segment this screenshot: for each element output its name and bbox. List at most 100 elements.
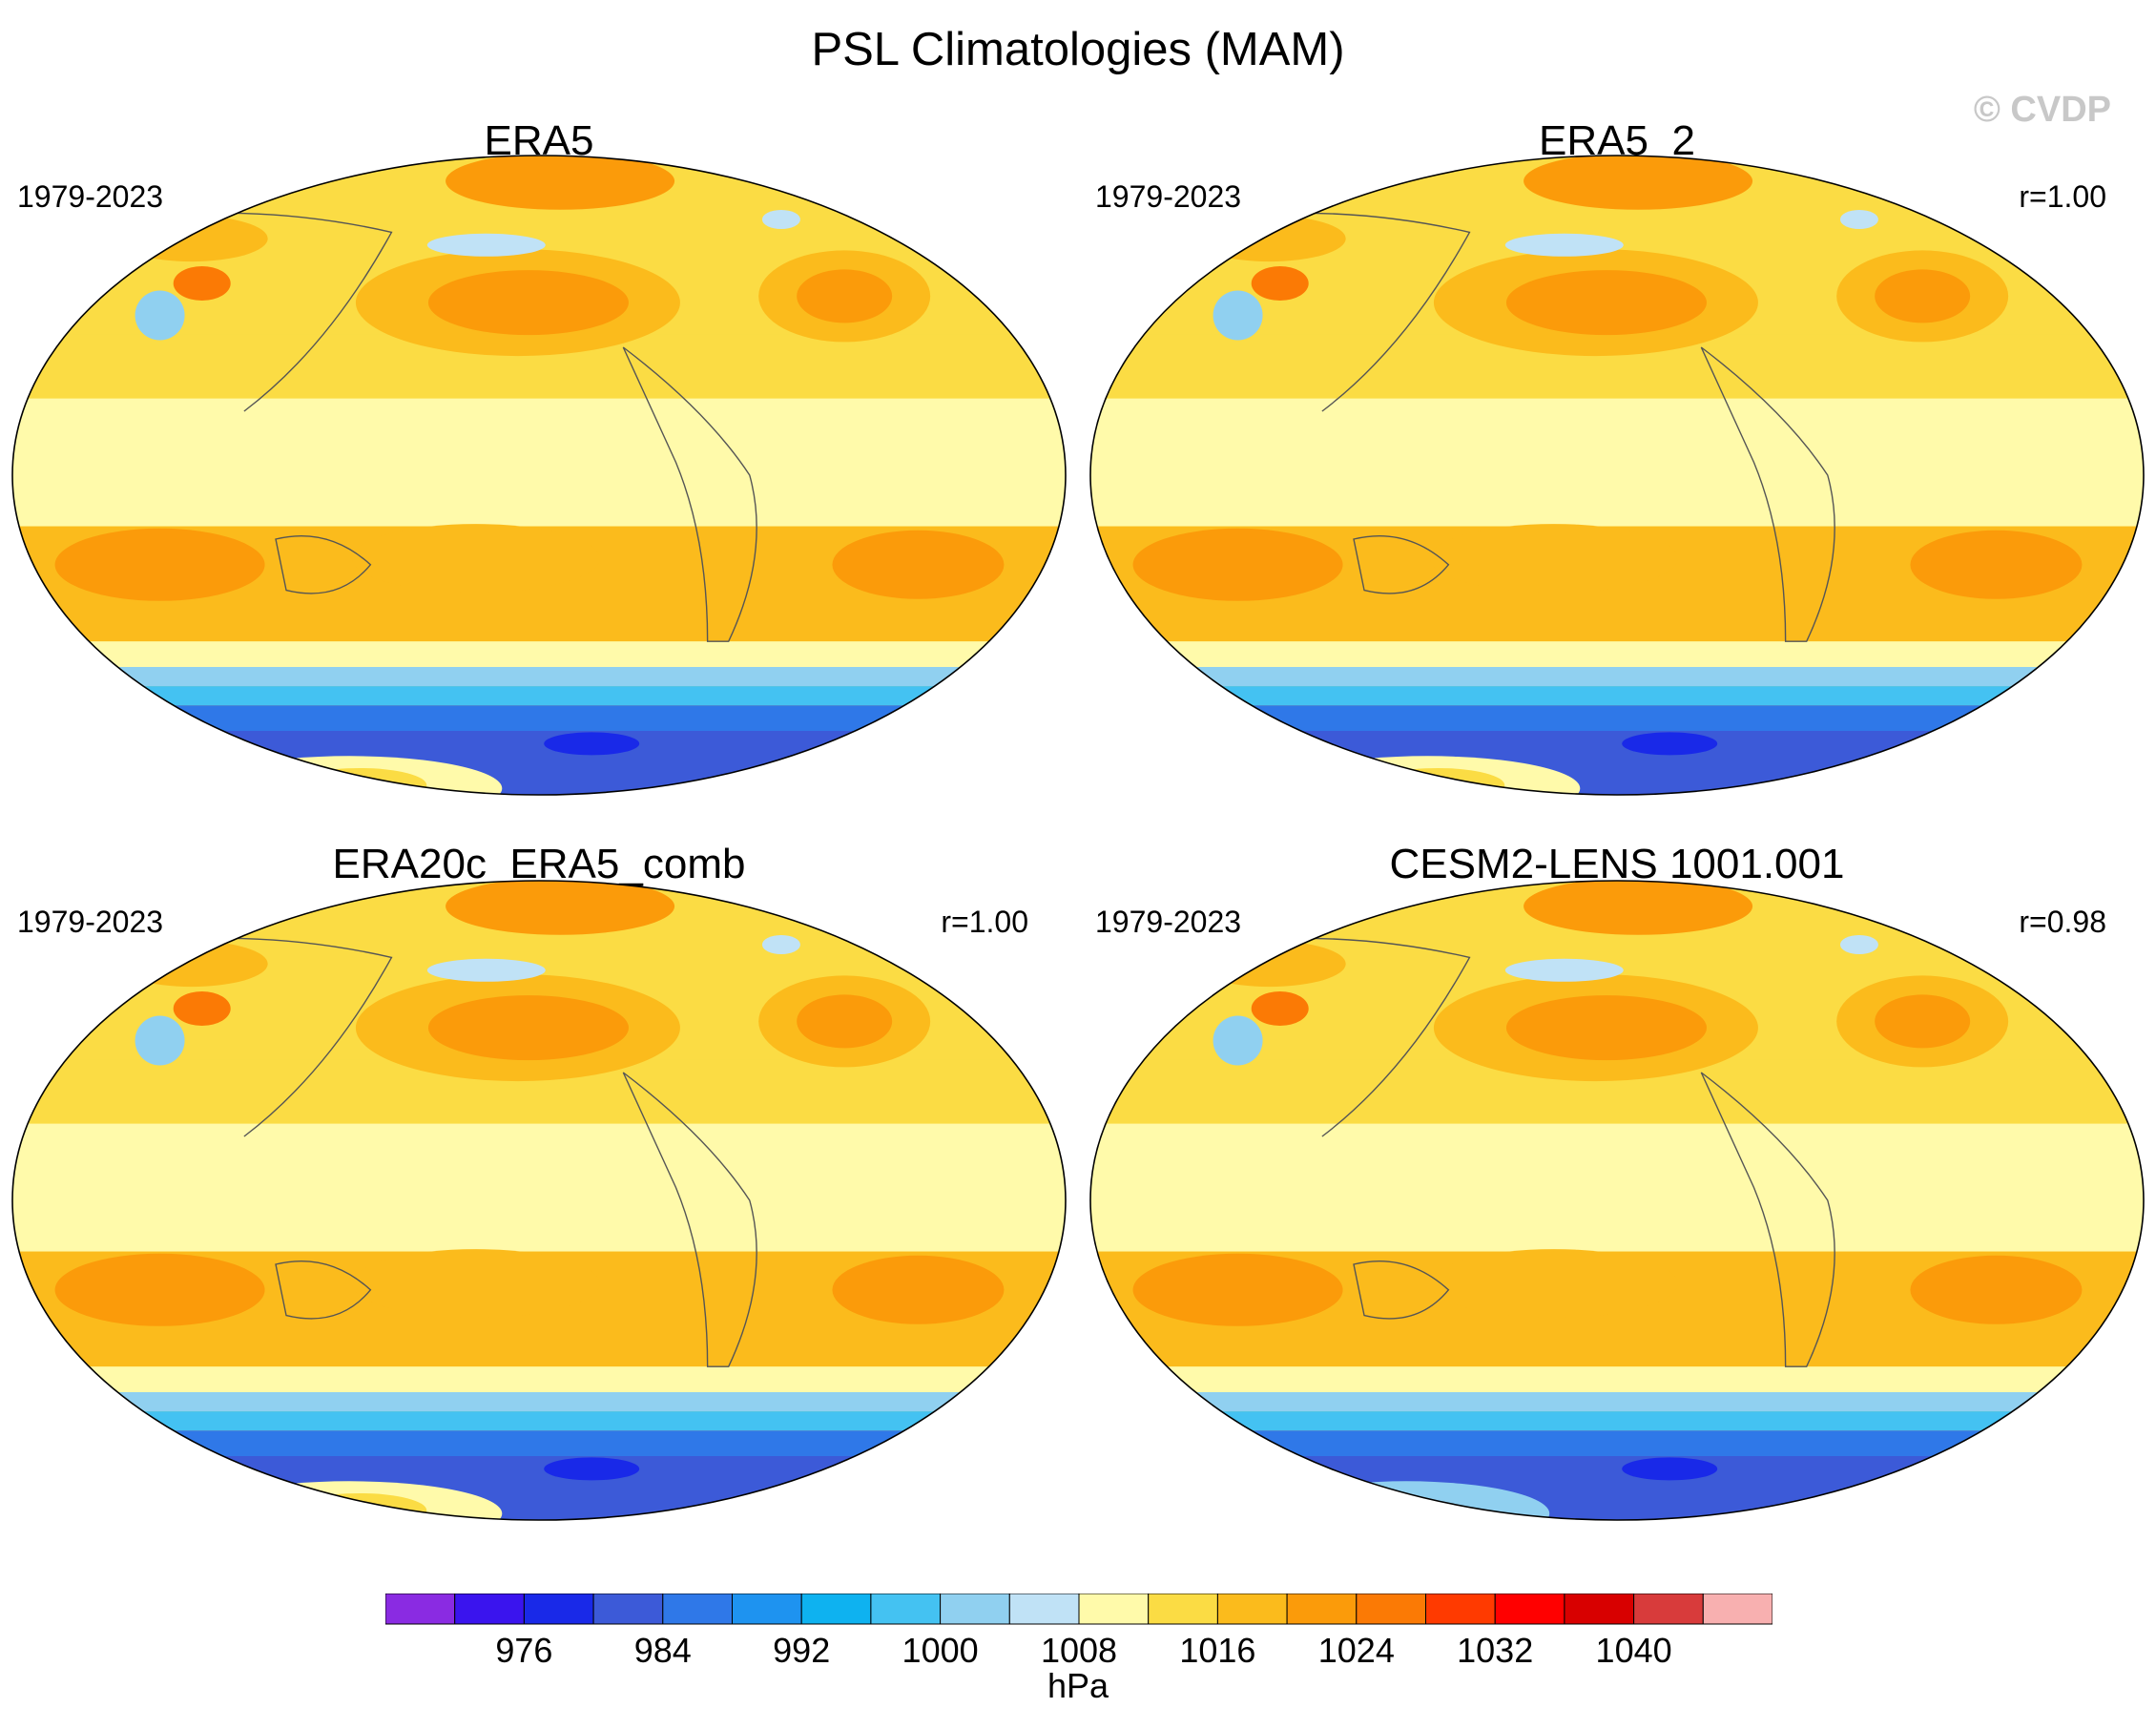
panel-title: CESM2-LENS 1001.001 xyxy=(1389,841,1845,887)
colorbar-swatch xyxy=(384,1593,456,1625)
southern-light-blue xyxy=(1090,1411,2144,1431)
southern-ice-band xyxy=(12,667,1066,687)
colorbar-units: hPa xyxy=(1047,1666,1109,1705)
antarctica xyxy=(1275,756,1581,795)
colorbar-swatch xyxy=(1633,1593,1704,1625)
amundsen-low xyxy=(544,1457,640,1481)
colorbar-swatch xyxy=(454,1593,525,1625)
tropical-band xyxy=(1090,1123,2144,1252)
colorbar-swatch xyxy=(1494,1593,1565,1625)
figure-title: PSL Climatologies (MAM) xyxy=(811,24,1345,75)
south-atlantic-high xyxy=(832,1255,1005,1324)
indian-low xyxy=(1213,1015,1263,1066)
siberian-high xyxy=(1192,941,1346,988)
indian-ocean-high xyxy=(54,1253,265,1326)
panel-title: ERA20c_ERA5_comb xyxy=(332,841,746,887)
indian-ocean-high xyxy=(1132,528,1343,601)
map-panel-era5: ERA5 1979-2023 xyxy=(0,113,1078,838)
map-panel-era5-2: ERA5_2 1979-2023 r=1.00 xyxy=(1078,113,2156,838)
colorbar-swatch xyxy=(940,1593,1010,1625)
tropical-band xyxy=(1090,398,2144,527)
indian-ocean-high xyxy=(54,528,265,601)
colorbar: 976 984 992 1000 1008 1016 1024 1032 1040 xyxy=(384,1593,1773,1727)
north-pacific-high xyxy=(427,270,629,336)
panel-years: 1979-2023 xyxy=(1095,179,1242,214)
southern-deep-blue xyxy=(12,1456,1066,1520)
tibetan-plateau xyxy=(1251,266,1309,301)
coastline xyxy=(622,346,757,642)
icelandic-low xyxy=(1839,210,1878,229)
map-field xyxy=(12,156,1066,795)
southern-ice-band xyxy=(1090,1392,2144,1412)
coastline xyxy=(1353,1260,1450,1320)
arctic-high xyxy=(446,156,675,210)
arctic-high xyxy=(446,881,675,935)
colorbar-swatch xyxy=(800,1593,872,1625)
indian-low xyxy=(1213,290,1263,341)
south-pacific-high xyxy=(351,524,600,594)
siberian-high xyxy=(1192,216,1346,262)
colorbar-swatch xyxy=(1425,1593,1496,1625)
aleutian-low xyxy=(1504,958,1624,982)
colorbar-swatch xyxy=(523,1593,594,1625)
colorbar-tick-label: 1032 xyxy=(1457,1631,1533,1670)
southern-transition xyxy=(12,1366,1066,1392)
colorbar-tick-label: 1008 xyxy=(1041,1631,1117,1670)
map-field xyxy=(12,881,1066,1520)
colorbar-swatch xyxy=(1148,1593,1218,1625)
southern-light-blue xyxy=(1090,686,2144,706)
southern-ice-band xyxy=(12,1392,1066,1412)
north-pacific-high xyxy=(1505,995,1707,1061)
colorbar-swatch xyxy=(662,1593,733,1625)
coastline xyxy=(1353,534,1450,594)
south-pacific-high xyxy=(351,1249,600,1319)
colorbar-tick-label: 1024 xyxy=(1318,1631,1395,1670)
southern-mid-blue xyxy=(1090,1430,2144,1456)
colorbar-swatch xyxy=(732,1593,802,1625)
colorbar-svg: 976 984 992 1000 1008 1016 1024 1032 1040 xyxy=(384,1593,1773,1670)
antarctica xyxy=(197,756,503,795)
southern-transition xyxy=(1090,1366,2144,1392)
map-panel-cesm2-lens: CESM2-LENS 1001.001 1979-2023 r=0.98 xyxy=(1078,838,2156,1563)
azores-high xyxy=(1875,994,1971,1049)
south-atlantic-high xyxy=(832,530,1005,599)
colorbar-tick-label: 976 xyxy=(495,1631,552,1670)
colorbar-swatch xyxy=(1216,1593,1288,1625)
southern-mid-blue xyxy=(12,1430,1066,1456)
icelandic-low xyxy=(761,210,800,229)
indian-low xyxy=(135,290,185,341)
southern-mid-blue xyxy=(12,705,1066,731)
psl-map xyxy=(1089,155,2145,796)
coastline xyxy=(622,1072,757,1367)
colorbar-swatch xyxy=(1286,1593,1358,1625)
colorbar-swatch xyxy=(1564,1593,1635,1625)
pattern-correlation: r=1.00 xyxy=(941,905,1028,939)
tibetan-plateau xyxy=(173,991,231,1026)
colorbar-tick-label: 1016 xyxy=(1179,1631,1255,1670)
coastline xyxy=(1700,1072,1835,1367)
southern-transition xyxy=(1090,641,2144,667)
colorbar-swatch xyxy=(1008,1593,1080,1625)
map-field xyxy=(1090,881,2144,1520)
cvdp-credit: © CVDP xyxy=(1973,90,2111,130)
pattern-correlation: r=0.98 xyxy=(2019,905,2106,939)
colorbar-swatch xyxy=(1356,1593,1426,1625)
southern-deep-blue xyxy=(1090,1456,2144,1520)
southern-ice-band xyxy=(1090,667,2144,687)
tropical-band xyxy=(12,398,1066,527)
map-frame xyxy=(1089,155,2145,796)
map-frame xyxy=(11,155,1067,796)
tibetan-plateau xyxy=(173,266,231,301)
colorbar-swatch xyxy=(1078,1593,1150,1625)
panel-years: 1979-2023 xyxy=(17,179,164,214)
map-panel-era20c-era5-comb: ERA20c_ERA5_comb 1979-2023 r=1.00 xyxy=(0,838,1078,1563)
amundsen-low xyxy=(1622,1457,1718,1481)
arctic-high xyxy=(1524,881,1753,935)
azores-high xyxy=(1875,269,1971,323)
coastline xyxy=(1700,346,1835,642)
arctic-high xyxy=(1524,156,1753,210)
pattern-correlation: r=1.00 xyxy=(2019,179,2106,214)
north-pacific-high xyxy=(427,995,629,1061)
southern-light-blue xyxy=(12,1411,1066,1431)
coastline xyxy=(275,534,372,594)
